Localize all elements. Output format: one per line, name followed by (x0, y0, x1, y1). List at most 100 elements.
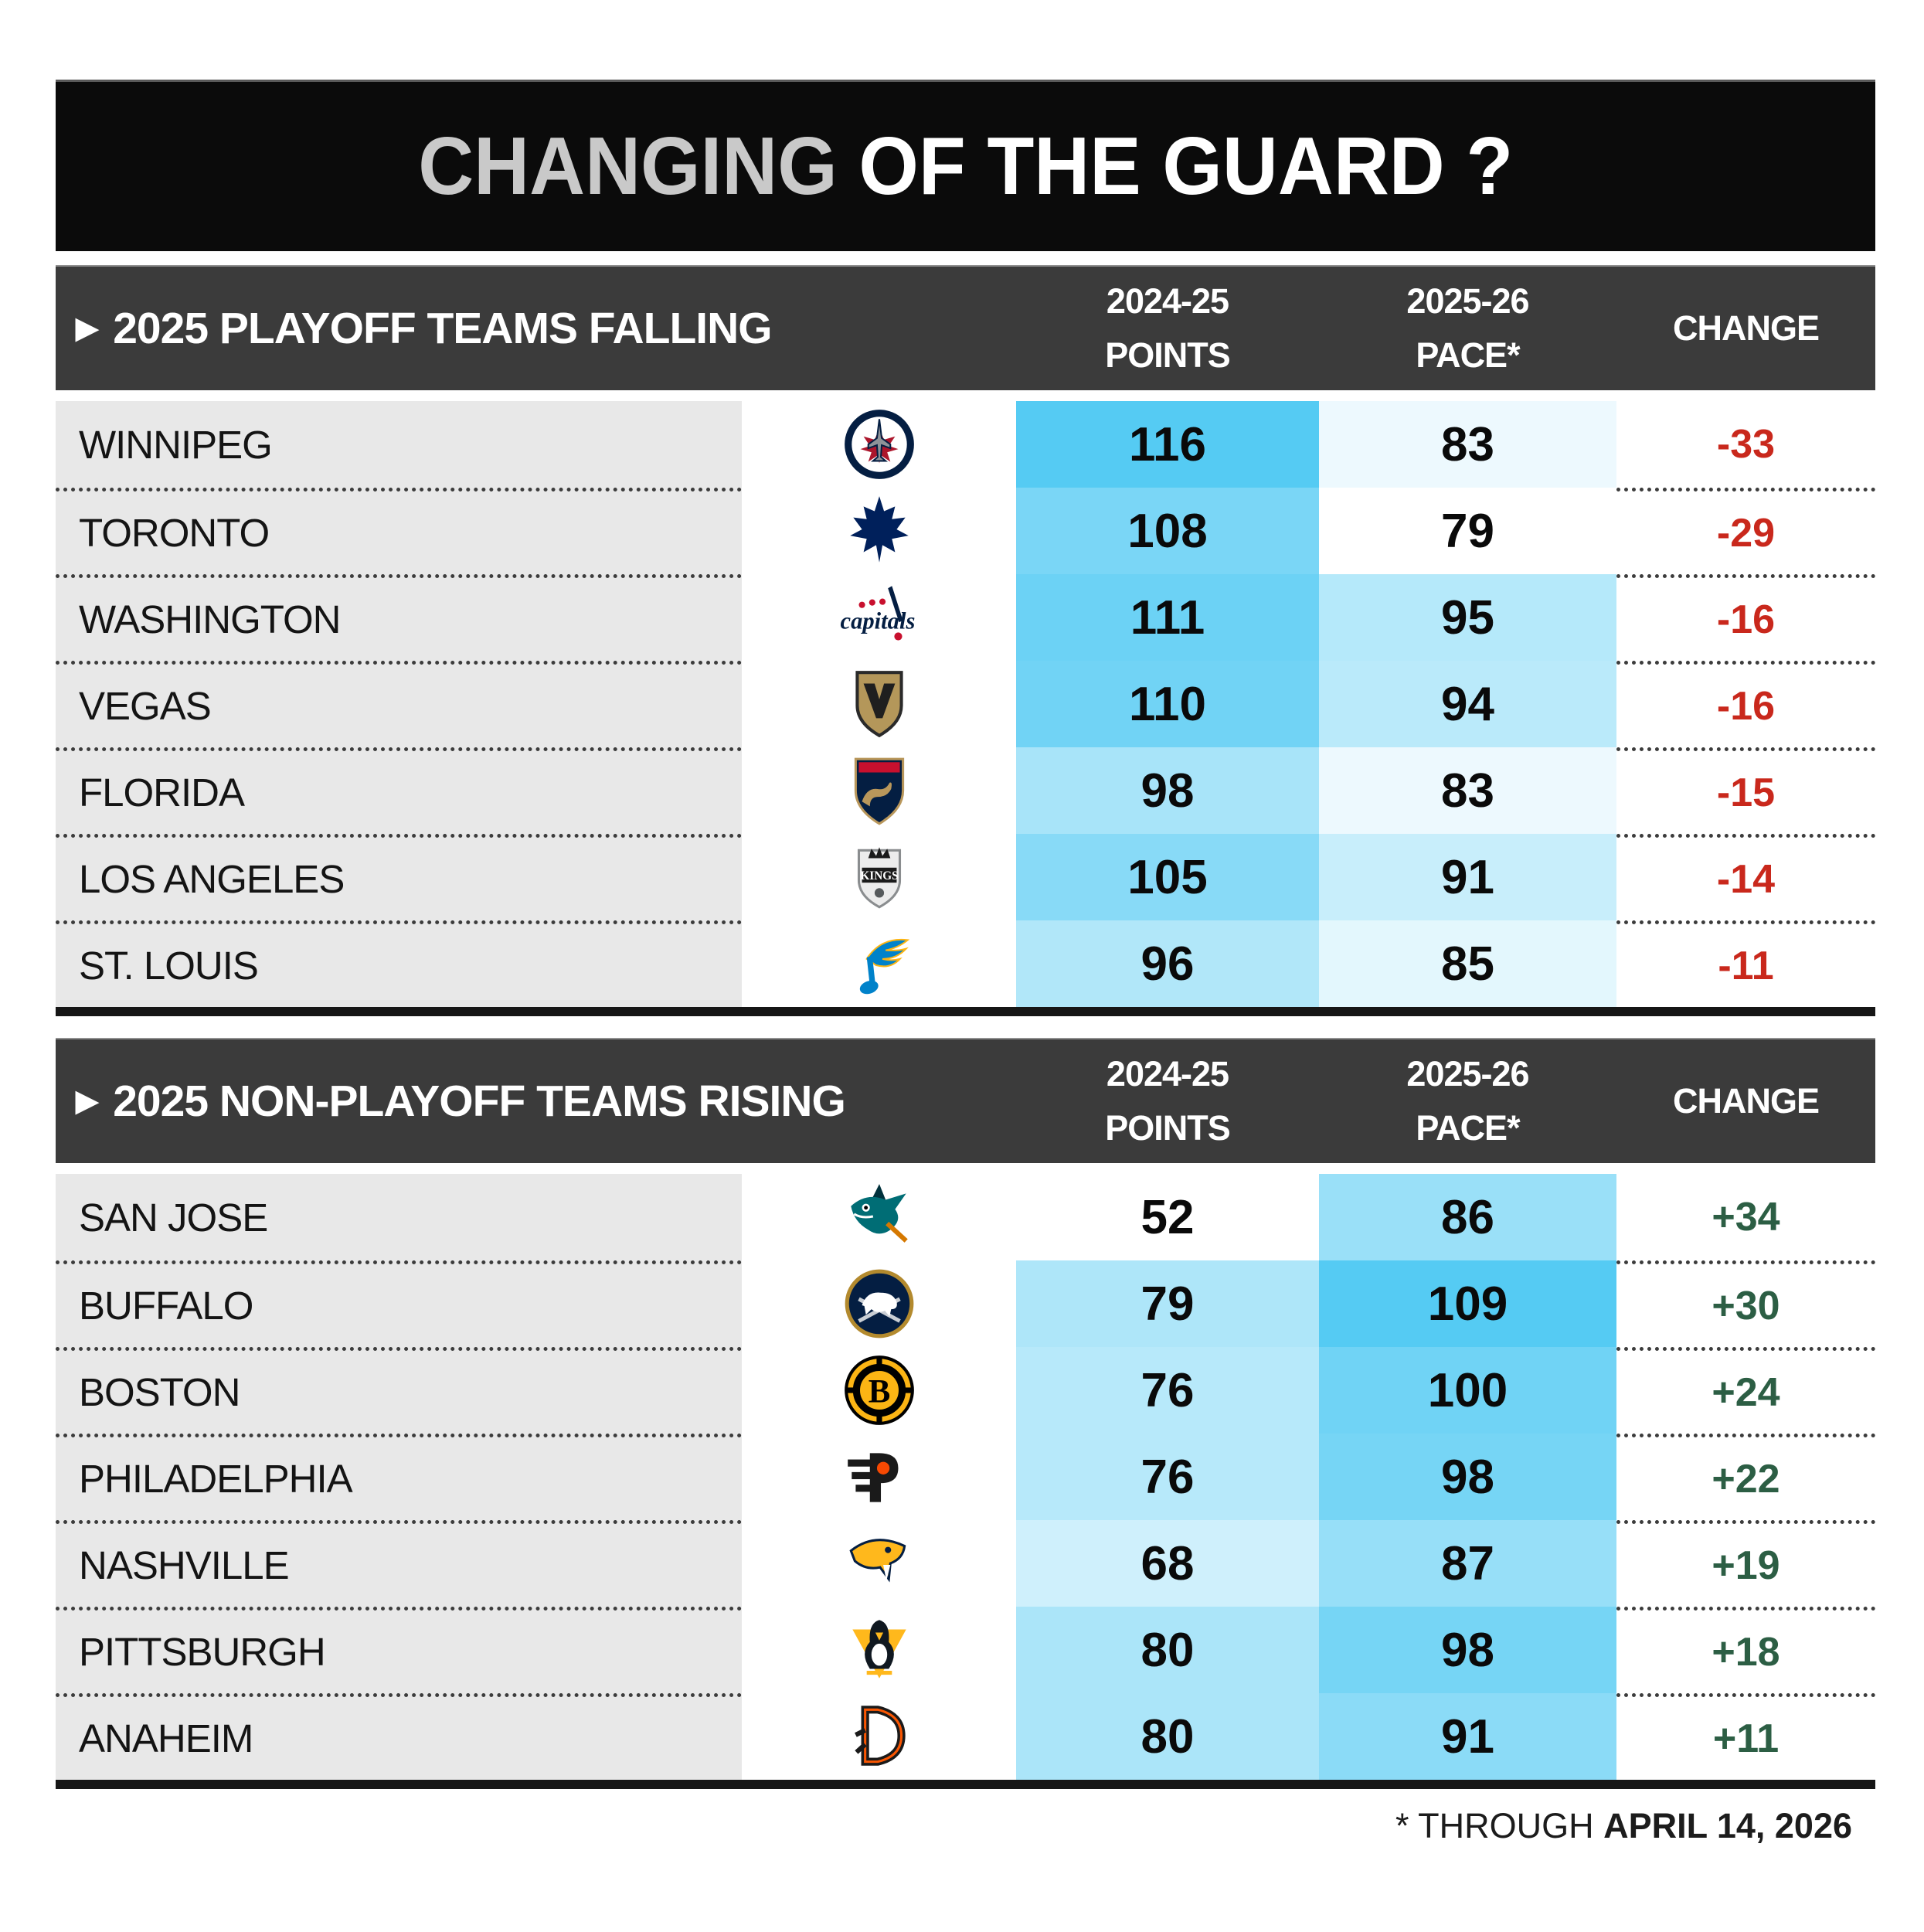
title-rest: OF THE GUARD ? (837, 121, 1514, 212)
team-name: NASHVILLE (56, 1520, 742, 1607)
points-cell: 105 (1016, 834, 1319, 920)
table-bottom-border (56, 1780, 1875, 1789)
points-cell: 96 (1016, 920, 1319, 1007)
change-cell: +22 (1616, 1434, 1875, 1520)
points-cell: 110 (1016, 661, 1319, 747)
pace-cell: 98 (1319, 1434, 1616, 1520)
column-header-points: 2024-25 POINTS (1105, 1054, 1231, 1148)
team-name: ANAHEIM (56, 1693, 742, 1780)
team-name: LOS ANGELES (56, 834, 742, 920)
table-body: SAN JOSE 52 86 +34 BUFFALO 79 109 +30 BOSTON B 76 1… (56, 1174, 1875, 1780)
team-name: WASHINGTON (56, 574, 742, 661)
table-row: NASHVILLE 68 87 +19 (56, 1520, 1875, 1607)
pace-cell: 83 (1319, 747, 1616, 834)
table-row: TORONTO 108 79 -29 (56, 488, 1875, 574)
change-cell: +24 (1616, 1347, 1875, 1434)
change-cell: -16 (1616, 661, 1875, 747)
philadelphia-flyers-logo-icon (742, 1434, 1016, 1520)
team-name: BUFFALO (56, 1260, 742, 1347)
points-cell: 98 (1016, 747, 1319, 834)
pace-cell: 94 (1319, 661, 1616, 747)
change-cell: -33 (1716, 422, 1776, 467)
team-name: PHILADELPHIA (56, 1434, 742, 1520)
change-cell: +18 (1616, 1607, 1875, 1693)
table-row: WINNIPEG 116 83 -33 (56, 401, 1875, 488)
change-cell: -14 (1616, 834, 1875, 920)
change-cell: +30 (1616, 1260, 1875, 1347)
pittsburgh-penguins-logo-icon (742, 1607, 1016, 1693)
table-row: PITTSBURGH 80 98 +18 (56, 1607, 1875, 1693)
team-name: WINNIPEG (56, 401, 742, 488)
change-cell: -16 (1616, 574, 1875, 661)
svg-text:KINGS: KINGS (860, 869, 898, 883)
table-row: ST. LOUIS 96 85 -11 (56, 920, 1875, 1007)
pace-cell: 109 (1319, 1260, 1616, 1347)
points-cell: 76 (1016, 1434, 1319, 1520)
st-louis-blues-logo-icon (742, 920, 1016, 1007)
boston-bruins-logo-icon: B (742, 1347, 1016, 1434)
table-row: FLORIDA 98 83 -15 (56, 747, 1875, 834)
pace-cell: 95 (1319, 574, 1616, 661)
team-name: PITTSBURGH (56, 1607, 742, 1693)
column-header-pace: 2025-26 PACE* (1406, 281, 1529, 375)
team-name: SAN JOSE (56, 1174, 742, 1260)
buffalo-sabres-logo-icon (742, 1260, 1016, 1347)
arrow-right-icon: ▶ (76, 312, 98, 345)
points-cell: 108 (1016, 488, 1319, 574)
points-cell: 76 (1016, 1347, 1319, 1434)
footnote: * THROUGH APRIL 14, 2026 (56, 1806, 1875, 1846)
nashville-predators-logo-icon (742, 1520, 1016, 1607)
table-non-playoff-teams-rising: ▶ 2025 NON-PLAYOFF TEAMS RISING 2024-25 POI… (56, 1038, 1875, 1789)
title-bar: CHANGING OF THE GUARD ? (56, 80, 1875, 251)
los-angeles-kings-logo-icon: KINGS (742, 834, 1016, 920)
column-header-points: 2024-25 POINTS (1105, 281, 1231, 375)
table-bottom-border (56, 1007, 1875, 1016)
arrow-right-icon: ▶ (76, 1085, 98, 1117)
column-header-pace: 2025-26 PACE* (1406, 1054, 1529, 1148)
table-row: BOSTON B 76 100 +24 (56, 1347, 1875, 1434)
table-header-bar: ▶ 2025 PLAYOFF TEAMS FALLING 2024-25 POINTS… (56, 265, 1875, 390)
pace-cell: 79 (1319, 488, 1616, 574)
winnipeg-jets-logo-icon (742, 401, 1016, 488)
table-title: ▶ 2025 PLAYOFF TEAMS FALLING (56, 303, 1016, 354)
table-header-bar: ▶ 2025 NON-PLAYOFF TEAMS RISING 2024-25 POI… (56, 1038, 1875, 1163)
table-row: VEGAS 110 94 -16 (56, 661, 1875, 747)
column-header-change: CHANGE (1672, 308, 1820, 349)
footnote-date: APRIL 14, 2026 (1603, 1806, 1852, 1845)
table-row: SAN JOSE 52 86 +34 (56, 1174, 1875, 1260)
vegas-golden-knights-logo-icon (742, 661, 1016, 747)
team-name: FLORIDA (56, 747, 742, 834)
points-cell: 52 (1016, 1174, 1319, 1260)
table-body: WINNIPEG 116 83 -33 TORONTO 108 79 -29 WASHINGTO… (56, 401, 1875, 1007)
anaheim-ducks-logo-icon (742, 1693, 1016, 1780)
florida-panthers-logo-icon (742, 747, 1016, 834)
table-row: BUFFALO 79 109 +30 (56, 1260, 1875, 1347)
svg-text:capitals: capitals (840, 607, 915, 634)
pace-cell: 91 (1319, 834, 1616, 920)
table-row: WASHINGTON capitals 111 95 -16 (56, 574, 1875, 661)
pace-cell: 98 (1319, 1607, 1616, 1693)
change-cell: -11 (1616, 920, 1875, 1007)
team-name: VEGAS (56, 661, 742, 747)
table-playoff-teams-falling: ▶ 2025 PLAYOFF TEAMS FALLING 2024-25 POINTS… (56, 265, 1875, 1016)
points-cell: 116 (1016, 401, 1319, 488)
table-row: LOS ANGELES KINGS 105 91 -14 (56, 834, 1875, 920)
points-cell: 80 (1016, 1693, 1319, 1780)
infographic: CHANGING OF THE GUARD ? ▶ 2025 PLAYOFF TE… (56, 80, 1875, 1846)
washington-capitals-logo-icon: capitals (742, 574, 1016, 661)
san-jose-sharks-logo-icon (742, 1174, 1016, 1260)
pace-cell: 87 (1319, 1520, 1616, 1607)
pace-cell: 85 (1319, 920, 1616, 1007)
table-title: ▶ 2025 NON-PLAYOFF TEAMS RISING (56, 1076, 1016, 1127)
team-name: TORONTO (56, 488, 742, 574)
team-name: BOSTON (56, 1347, 742, 1434)
pace-cell: 100 (1319, 1347, 1616, 1434)
table-title-label: 2025 NON-PLAYOFF TEAMS RISING (113, 1077, 846, 1126)
change-cell: -29 (1616, 488, 1875, 574)
points-cell: 111 (1016, 574, 1319, 661)
change-cell: +11 (1616, 1693, 1875, 1780)
pace-cell: 91 (1319, 1693, 1616, 1780)
title-highlight: CHANGING (417, 121, 838, 212)
table-title-label: 2025 PLAYOFF TEAMS FALLING (113, 304, 772, 353)
points-cell: 79 (1016, 1260, 1319, 1347)
